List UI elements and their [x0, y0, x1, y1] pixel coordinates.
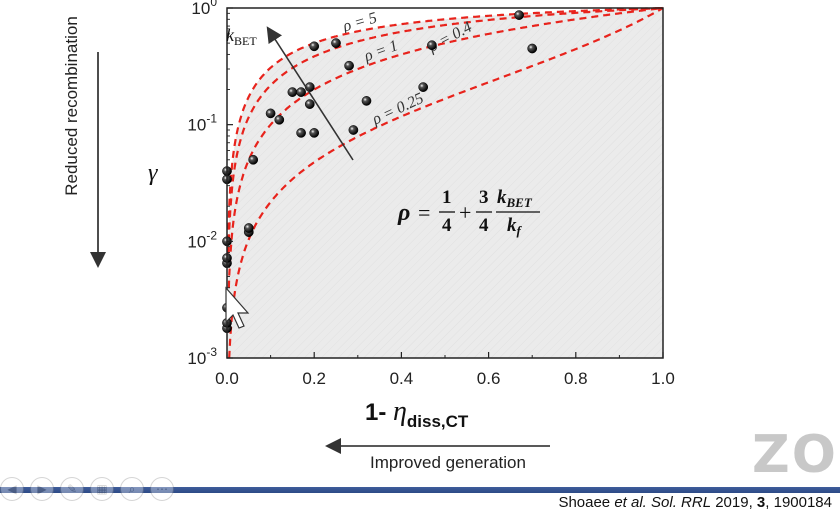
- data-point-group: [222, 10, 538, 334]
- prev-slide-icon[interactable]: ◀: [0, 477, 24, 501]
- data-point: [514, 10, 524, 20]
- x-tick-label: 0.6: [477, 369, 501, 388]
- shaded-region-fill: [227, 8, 663, 358]
- data-point: [331, 38, 341, 48]
- y-tick-label: 10-1: [187, 112, 217, 135]
- y-tick-label: 10-2: [187, 228, 217, 251]
- curve-rho-0.4: [227, 6, 664, 266]
- next-slide-icon[interactable]: ▶: [30, 477, 54, 501]
- data-point: [309, 41, 320, 52]
- reduced-recombination-label: Reduced recombination: [62, 16, 81, 196]
- y-tick-label: 10-3: [187, 345, 217, 368]
- formula-frac3-den: kf: [507, 215, 523, 238]
- x-tick-label: 0.2: [302, 369, 326, 388]
- x-tick-label: 0.8: [564, 369, 588, 388]
- data-point: [248, 154, 259, 165]
- data-point: [296, 128, 306, 138]
- kbet-arrow-label: kBET: [226, 25, 257, 48]
- data-point: [309, 128, 320, 138]
- data-point: [418, 82, 429, 92]
- y-tick-group: 10-3 10-2 10-1 100: [187, 0, 233, 368]
- data-point: [348, 125, 359, 135]
- zoom-watermark: ZO: [752, 425, 838, 485]
- x-tick-label: 0.0: [215, 369, 239, 388]
- curve-rho-0.25: [227, 6, 663, 242]
- formula-frac1-num: 1: [442, 187, 452, 208]
- formula-frac2-den: 4: [479, 215, 489, 236]
- footer-rule: [0, 487, 840, 493]
- data-point: [265, 108, 276, 119]
- zoom-icon[interactable]: ⌕: [120, 477, 144, 501]
- pen-icon[interactable]: ✎: [60, 477, 84, 501]
- x-tick-label: 0.4: [390, 369, 414, 388]
- data-point: [243, 223, 254, 233]
- formula-lhs: ρ: [397, 200, 410, 226]
- data-point: [287, 87, 298, 97]
- data-point: [527, 43, 538, 54]
- x-axis-label: 1- ηdiss,CT: [365, 396, 469, 431]
- formula-frac3-num: kBET: [497, 187, 533, 210]
- svg-text:1- ηdiss,CT: 1- ηdiss,CT: [365, 396, 469, 431]
- citation: Shoaee et al. Sol. RRL 2019, 3, 1900184: [558, 494, 832, 511]
- mouse-cursor-icon: [225, 286, 250, 329]
- data-point: [361, 96, 372, 106]
- data-point: [304, 99, 315, 109]
- formula-frac1-den: 4: [442, 215, 452, 236]
- data-point: [427, 40, 437, 51]
- slide-toolbar: ◀ ▶ ✎ ▦ ⌕ ⋯: [0, 477, 174, 503]
- y-tick-label: 100: [191, 0, 217, 18]
- formula-eq: =: [418, 200, 430, 225]
- data-point: [296, 87, 306, 97]
- data-point: [274, 114, 285, 125]
- formula-frac2-num: 3: [479, 187, 489, 208]
- x-tick-label: 1.0: [651, 369, 675, 388]
- x-tick-group: 0.0 0.2 0.4 0.6 0.8 1.0: [215, 352, 675, 388]
- y-axis-label: γ: [148, 160, 158, 186]
- kbet-arrow: [266, 26, 354, 161]
- more-options-icon[interactable]: ⋯: [150, 477, 174, 501]
- curve-rho-5: [228, 7, 664, 358]
- improved-generation-label: Improved generation: [370, 453, 526, 472]
- rho-formula: ρ = 1 4 + 3 4 kBET kf: [397, 187, 540, 238]
- formula-plus: +: [459, 200, 471, 225]
- data-point: [344, 60, 354, 71]
- slides-grid-icon[interactable]: ▦: [90, 477, 114, 501]
